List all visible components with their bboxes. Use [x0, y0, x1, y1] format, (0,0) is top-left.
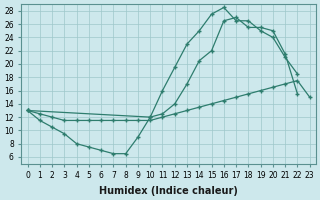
X-axis label: Humidex (Indice chaleur): Humidex (Indice chaleur): [99, 186, 238, 196]
